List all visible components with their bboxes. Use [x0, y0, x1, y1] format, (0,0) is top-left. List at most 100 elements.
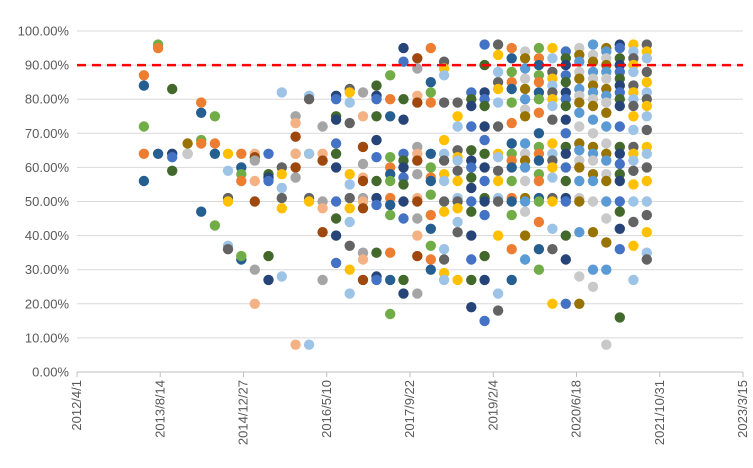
data-point	[425, 162, 436, 173]
axes	[76, 371, 744, 377]
data-point	[344, 240, 355, 251]
data-point	[438, 155, 450, 166]
data-point	[452, 121, 463, 132]
x-tick-label: 2012/4/1	[69, 380, 84, 431]
data-point	[492, 305, 504, 316]
data-point	[385, 111, 396, 122]
data-point	[614, 223, 625, 234]
data-point	[152, 42, 164, 54]
data-point	[506, 117, 517, 129]
data-point	[344, 179, 355, 190]
x-tick-label: 2020/6/18	[569, 380, 584, 438]
data-point	[385, 94, 396, 105]
data-point	[385, 247, 396, 258]
data-point	[547, 244, 558, 255]
data-point	[371, 152, 382, 163]
data-point	[371, 175, 382, 187]
data-point	[492, 152, 504, 163]
data-point	[641, 53, 652, 64]
data-point	[466, 254, 477, 265]
data-point	[574, 227, 585, 238]
data-point	[492, 165, 504, 176]
data-point	[196, 206, 207, 217]
data-point	[249, 155, 260, 166]
data-point	[466, 162, 477, 173]
data-point	[344, 169, 355, 180]
data-point	[533, 42, 545, 54]
data-point	[519, 73, 531, 84]
data-point	[196, 107, 207, 119]
data-point	[236, 250, 247, 262]
data-point	[506, 274, 517, 286]
data-point	[330, 230, 342, 241]
data-point	[574, 298, 585, 309]
data-point	[438, 175, 450, 187]
data-point	[263, 148, 274, 159]
data-point	[628, 179, 639, 190]
data-point	[344, 192, 355, 204]
data-point	[317, 121, 328, 132]
data-point	[533, 77, 545, 88]
data-point	[371, 80, 382, 91]
data-point	[614, 158, 625, 170]
x-tick-label: 2013/8/14	[152, 380, 167, 438]
data-point	[425, 77, 436, 88]
data-point	[479, 274, 490, 286]
x-axis-tick-labels: 2012/4/1 2013/8/14 2014/12/27 2016/5/10 2017…	[69, 380, 750, 445]
data-point	[385, 175, 396, 187]
data-point	[574, 196, 585, 207]
data-point	[519, 162, 531, 173]
data-point	[412, 196, 423, 207]
data-point	[614, 121, 625, 132]
data-point	[641, 162, 652, 173]
data-point	[479, 196, 490, 207]
data-point	[425, 254, 436, 265]
data-point	[614, 148, 625, 159]
data-point	[438, 196, 450, 207]
data-point	[357, 87, 369, 98]
data-point	[182, 148, 193, 159]
data-point	[398, 162, 409, 173]
y-tick-label: 30.00%	[25, 262, 70, 277]
data-point	[357, 141, 369, 153]
data-point	[492, 196, 504, 207]
y-tick-label: 10.00%	[25, 330, 70, 345]
data-point	[412, 53, 423, 64]
data-point	[547, 298, 558, 309]
x-tick-label: 2021/10/31	[652, 380, 667, 445]
data-point	[614, 244, 625, 255]
data-point	[560, 230, 571, 241]
data-point	[466, 121, 477, 132]
data-point	[574, 145, 585, 156]
data-point	[479, 148, 490, 159]
y-tick-label: 20.00%	[25, 296, 70, 311]
data-point	[412, 97, 423, 108]
data-point	[466, 302, 477, 313]
data-point	[492, 49, 504, 61]
data-point	[519, 138, 531, 149]
data-point	[533, 216, 545, 228]
data-point	[425, 87, 436, 98]
data-point	[533, 244, 545, 255]
data-point	[182, 138, 193, 149]
data-point	[438, 134, 450, 146]
data-point	[425, 189, 436, 200]
data-point	[290, 131, 301, 142]
data-point	[330, 148, 342, 159]
data-point	[138, 121, 150, 132]
data-point	[412, 213, 423, 224]
data-point	[547, 223, 558, 234]
data-point	[398, 179, 409, 190]
data-point	[138, 148, 150, 159]
data-point	[601, 339, 612, 350]
data-point	[276, 203, 287, 214]
data-point	[479, 162, 490, 173]
data-point	[641, 100, 652, 112]
data-point	[466, 182, 477, 194]
data-point	[371, 94, 382, 105]
data-point	[466, 172, 477, 183]
data-point	[385, 308, 396, 320]
data-point	[290, 117, 301, 129]
data-point	[519, 175, 531, 187]
data-point	[560, 175, 571, 187]
